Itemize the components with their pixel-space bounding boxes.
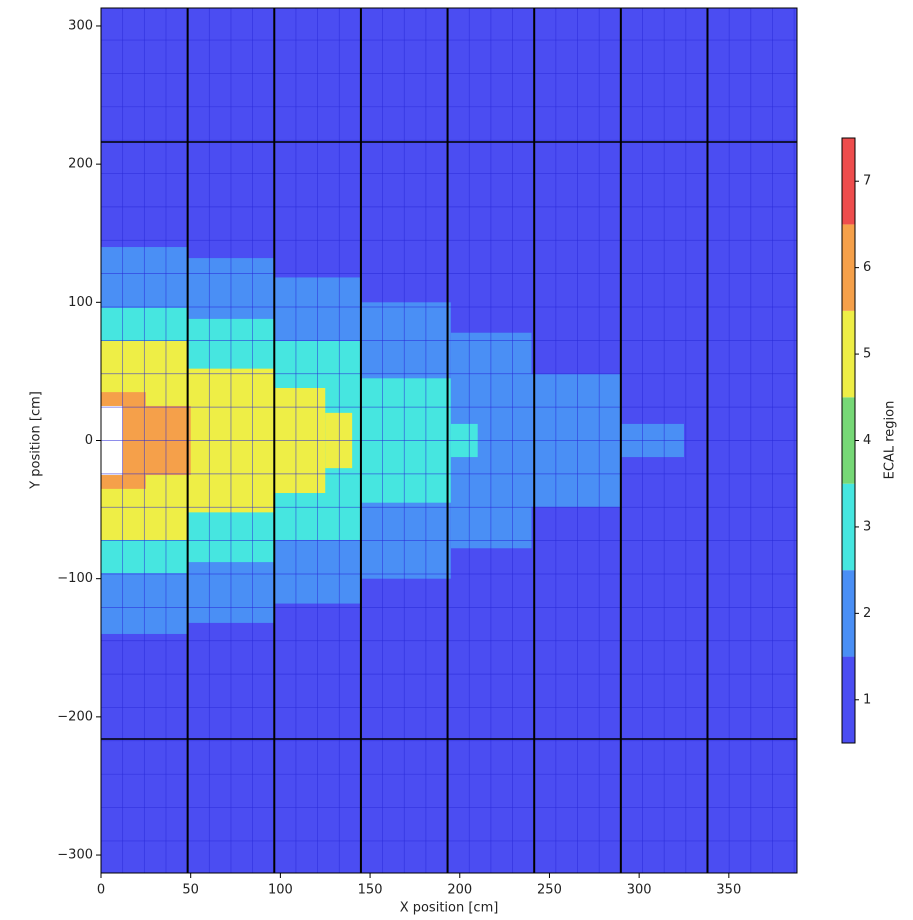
x-tick-label: 200 [447, 883, 472, 898]
x-tick-label: 100 [268, 883, 293, 898]
colorbar-segment [842, 570, 855, 657]
x-tick-label: 150 [358, 883, 383, 898]
colorbar-tick-label: 7 [863, 174, 871, 189]
x-tick-label: 300 [627, 883, 652, 898]
y-tick-label: 0 [85, 433, 93, 448]
colorbar-segment [842, 483, 855, 571]
colorbar-tick-label: 6 [863, 260, 871, 275]
colorbar-tick-label: 4 [863, 433, 871, 448]
colorbar-tick-label: 1 [863, 692, 871, 707]
y-tick-label: 300 [68, 18, 93, 33]
x-axis-label: X position [cm] [400, 901, 499, 916]
x-tick-label: 50 [182, 883, 199, 898]
colorbar-segment [842, 138, 855, 225]
colorbar-segment [842, 397, 855, 484]
colorbar-tick-label: 2 [863, 606, 871, 621]
region-cell [101, 475, 123, 489]
colorbar-segment [842, 656, 855, 743]
colorbar-tick-label: 3 [863, 519, 871, 534]
x-tick-label: 350 [716, 883, 741, 898]
x-tick-label: 0 [97, 883, 105, 898]
colorbar-label: ECAL region [883, 401, 898, 480]
y-tick-label: −200 [57, 709, 93, 724]
colorbar-segment [842, 224, 855, 311]
y-tick-label: 100 [68, 295, 93, 310]
colorbar-tick-label: 5 [863, 347, 871, 362]
y-tick-label: −100 [57, 571, 93, 586]
region-cell [101, 392, 123, 406]
x-tick-label: 250 [537, 883, 562, 898]
y-tick-label: −300 [57, 848, 93, 863]
y-tick-label: 200 [68, 157, 93, 172]
colorbar-segment [842, 310, 855, 398]
y-axis-label: Y position [cm] [29, 391, 44, 490]
